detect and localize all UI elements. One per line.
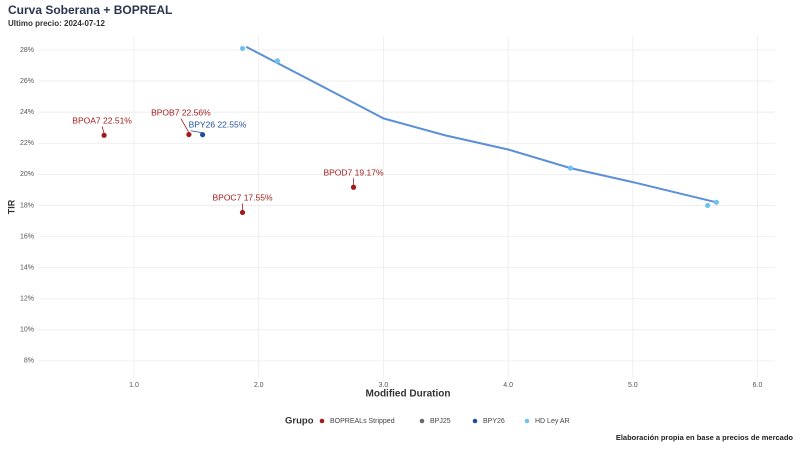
x-tick-label: 3.0 — [379, 382, 389, 389]
y-tick-label: 28% — [20, 47, 34, 54]
y-tick-label: 26% — [20, 78, 34, 85]
legend-swatch — [472, 418, 478, 424]
y-tick-label: 12% — [20, 296, 34, 303]
caption: Elaboración propia en base a precios de … — [616, 433, 794, 442]
point — [239, 209, 246, 216]
data-label: BPOA7 22.51% — [72, 116, 132, 126]
data-label: BPOB7 22.56% — [151, 108, 211, 118]
point — [200, 132, 206, 138]
point — [186, 131, 192, 138]
label-leader — [180, 118, 190, 133]
y-tick-label: 14% — [20, 264, 34, 271]
x-tick-label: 6.0 — [753, 382, 763, 389]
data-label: BPOD7 19.17% — [323, 168, 383, 178]
legend-swatch — [524, 418, 530, 424]
legend-label: BOPREALs Stripped — [330, 418, 395, 425]
point-name: BPOD7 — [323, 168, 352, 178]
point — [567, 165, 574, 171]
point-name: BPOA7 — [72, 116, 101, 126]
y-tick-label: 16% — [20, 233, 34, 240]
point — [101, 132, 107, 138]
data-label: BPY26 22.55% — [189, 120, 247, 130]
label-leader — [101, 126, 105, 134]
legend-label: HD Ley AR — [535, 418, 570, 425]
y-axis-label: TIR — [6, 199, 16, 214]
label-leader — [190, 130, 203, 134]
x-tick-label: 1.0 — [129, 382, 139, 389]
legend-swatch — [419, 418, 425, 424]
chart-title: Curva Soberana + BOPREAL — [8, 3, 172, 17]
data-label: BPOC7 17.55% — [212, 193, 272, 203]
point-name: BPOC7 — [212, 193, 241, 203]
y-tick-label: 10% — [20, 327, 34, 334]
value-label: 19.17% — [355, 168, 384, 178]
value-label: 17.55% — [244, 193, 273, 203]
y-tick-label: 18% — [20, 202, 34, 209]
x-tick-label: 2.0 — [254, 382, 264, 389]
x-tick-label: 5.0 — [628, 382, 638, 389]
value-label: 22.51% — [103, 116, 132, 126]
value-label: 22.55% — [217, 120, 246, 130]
chart-subtitle: Ultimo precio: 2024-07-12 — [8, 19, 105, 28]
x-tick-label: 4.0 — [503, 382, 513, 389]
x-axis-label: Modified Duration — [366, 389, 451, 400]
point — [713, 199, 719, 205]
point-name: BPOB7 — [151, 108, 180, 118]
legend-title: Grupo — [285, 416, 314, 427]
y-tick-label: 8% — [24, 358, 34, 365]
y-tick-label: 22% — [20, 140, 34, 147]
legend-swatch — [319, 418, 325, 424]
value-label: 22.56% — [182, 108, 211, 118]
point — [350, 184, 357, 190]
point — [274, 58, 281, 64]
legend-label: BPJ25 — [430, 418, 451, 425]
fit-line — [245, 45, 717, 204]
point-name: BPY26 — [189, 120, 216, 130]
point — [239, 45, 246, 52]
legend-label: BPY26 — [483, 418, 505, 425]
point — [705, 202, 711, 209]
y-tick-label: 20% — [20, 171, 34, 178]
y-tick-label: 24% — [20, 109, 34, 116]
